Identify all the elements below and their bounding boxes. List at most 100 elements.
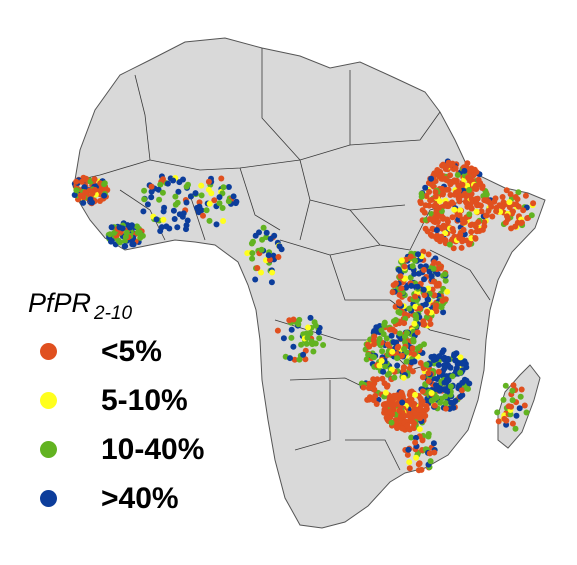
- survey-point-lt5: [499, 194, 506, 200]
- survey-point-lt5: [415, 461, 422, 468]
- survey-point-10-40: [509, 387, 516, 394]
- survey-point-gt40: [252, 232, 259, 239]
- survey-point-gt40: [430, 357, 437, 363]
- survey-point-10-40: [136, 230, 143, 237]
- survey-point-lt5: [425, 370, 432, 377]
- survey-point-gt40: [459, 360, 466, 367]
- survey-point-lt5: [451, 177, 458, 184]
- survey-point-10-40: [134, 223, 140, 230]
- survey-point-10-40: [303, 340, 310, 347]
- survey-point-5-10: [378, 358, 385, 364]
- survey-point-lt5: [427, 321, 434, 327]
- survey-point-lt5: [395, 343, 402, 350]
- survey-point-gt40: [422, 184, 429, 191]
- survey-point-gt40: [267, 235, 274, 242]
- survey-point-gt40: [163, 223, 170, 230]
- survey-point-lt5: [471, 184, 478, 191]
- survey-point-lt5: [360, 384, 367, 391]
- survey-point-10-40: [423, 361, 430, 368]
- survey-point-lt5: [438, 171, 444, 178]
- survey-point-10-40: [404, 330, 410, 336]
- survey-point-10-40: [203, 207, 210, 214]
- survey-point-lt5: [365, 341, 371, 348]
- survey-point-gt40: [394, 362, 401, 369]
- survey-point-lt5: [398, 414, 404, 421]
- survey-point-lt5: [477, 202, 484, 209]
- survey-point-10-40: [312, 340, 319, 347]
- survey-point-lt5: [509, 210, 515, 217]
- survey-point-lt5: [302, 356, 309, 363]
- survey-point-lt5: [409, 368, 416, 375]
- survey-point-lt5: [422, 202, 429, 209]
- survey-point-gt40: [144, 201, 151, 208]
- survey-point-lt5: [415, 406, 422, 413]
- survey-point-5-10: [412, 303, 419, 310]
- survey-point-gt40: [463, 377, 470, 384]
- survey-point-lt5: [459, 216, 466, 223]
- survey-point-lt5: [433, 302, 440, 309]
- survey-points: [71, 158, 537, 474]
- survey-point-lt5: [470, 166, 477, 173]
- survey-point-5-10: [411, 320, 418, 327]
- survey-point-10-40: [320, 342, 327, 348]
- survey-point-lt5: [397, 407, 404, 414]
- survey-point-5-10: [416, 426, 423, 433]
- survey-point-gt40: [413, 434, 419, 441]
- survey-point-lt5: [488, 203, 495, 210]
- legend-swatch-lt5: [40, 343, 57, 360]
- survey-point-lt5: [407, 253, 414, 260]
- survey-point-10-40: [442, 400, 449, 406]
- survey-point-5-10: [389, 348, 396, 355]
- survey-point-5-10: [206, 200, 213, 207]
- survey-point-lt5: [414, 329, 421, 336]
- survey-point-gt40: [461, 167, 468, 174]
- survey-point-gt40: [280, 335, 287, 342]
- survey-point-lt5: [200, 212, 206, 219]
- survey-point-lt5: [389, 411, 396, 418]
- survey-point-lt5: [468, 196, 475, 202]
- survey-point-gt40: [170, 177, 177, 184]
- survey-point-lt5: [421, 412, 428, 419]
- legend-item-gt40: >40%: [24, 474, 204, 523]
- survey-point-gt40: [148, 194, 155, 201]
- legend-label-lt5: <5%: [101, 334, 162, 368]
- survey-point-gt40: [430, 440, 437, 447]
- survey-point-gt40: [448, 399, 455, 406]
- survey-point-lt5: [481, 219, 488, 226]
- survey-point-10-40: [304, 334, 311, 341]
- survey-point-10-40: [409, 263, 416, 270]
- survey-point-10-40: [365, 351, 372, 358]
- survey-point-lt5: [479, 226, 486, 233]
- survey-point-gt40: [390, 339, 397, 346]
- survey-point-10-40: [494, 409, 501, 416]
- survey-point-gt40: [445, 355, 451, 362]
- survey-point-lt5: [160, 176, 166, 183]
- survey-point-lt5: [374, 376, 381, 383]
- survey-point-5-10: [258, 269, 264, 276]
- survey-point-10-40: [363, 356, 370, 363]
- survey-point-lt5: [82, 189, 89, 196]
- survey-point-lt5: [504, 213, 510, 220]
- survey-point-5-10: [305, 324, 311, 331]
- survey-point-10-40: [183, 183, 190, 190]
- survey-point-gt40: [101, 192, 108, 199]
- survey-point-gt40: [287, 355, 293, 362]
- survey-point-10-40: [430, 265, 437, 272]
- survey-point-gt40: [171, 216, 178, 222]
- survey-point-gt40: [434, 271, 441, 277]
- survey-point-lt5: [421, 209, 428, 216]
- survey-point-gt40: [425, 296, 432, 303]
- survey-point-lt5: [427, 231, 434, 238]
- survey-point-lt5: [476, 181, 483, 188]
- survey-point-10-40: [216, 200, 223, 207]
- survey-point-5-10: [198, 182, 205, 189]
- survey-point-lt5: [417, 200, 424, 207]
- survey-point-10-40: [219, 205, 226, 211]
- survey-point-gt40: [435, 362, 442, 368]
- survey-point-gt40: [440, 309, 447, 316]
- survey-point-lt5: [397, 273, 404, 280]
- survey-point-gt40: [180, 210, 187, 217]
- border-line: [294, 380, 331, 451]
- survey-point-lt5: [473, 228, 480, 235]
- survey-point-lt5: [417, 395, 424, 402]
